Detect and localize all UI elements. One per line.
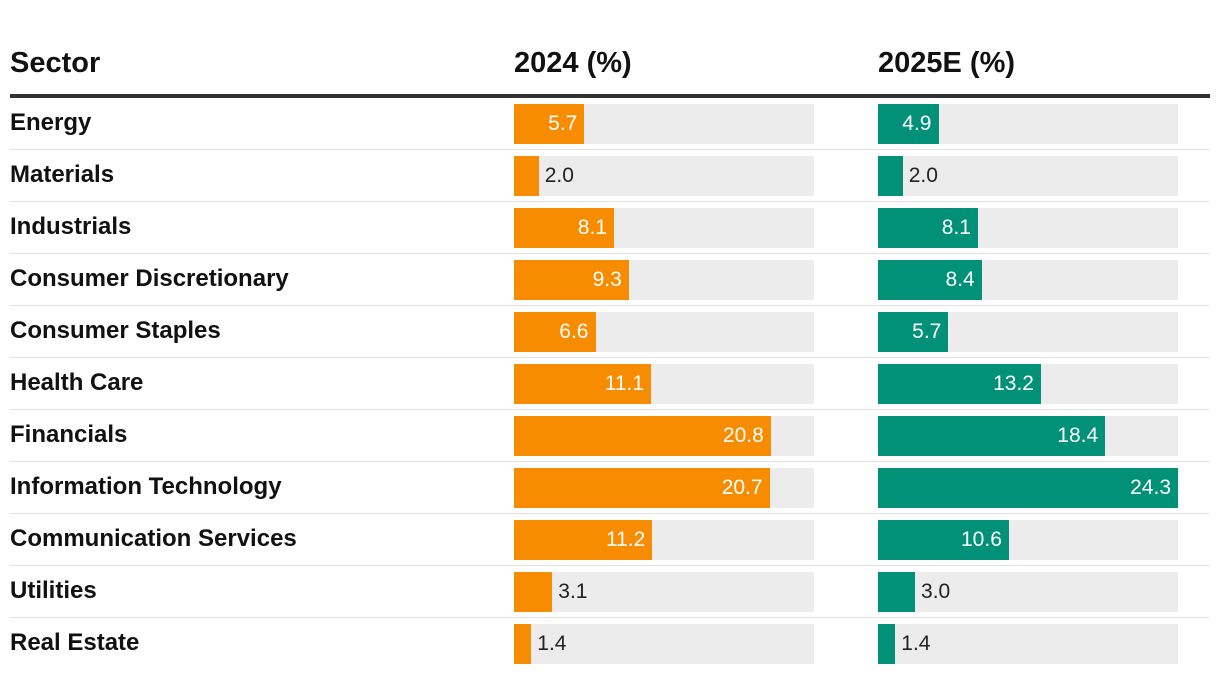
table-row: Energy 5.7 4.9 bbox=[10, 98, 1210, 150]
value-label-2024: 11.2 bbox=[605, 528, 646, 551]
value-label-2024: 20.8 bbox=[722, 424, 764, 447]
bar-2025e-track: 2.0 bbox=[878, 156, 1178, 196]
bar-2025e bbox=[878, 468, 1178, 508]
table-row: Information Technology 20.7 24.3 bbox=[10, 462, 1210, 514]
bar-2024-track: 20.8 bbox=[514, 416, 814, 456]
value-label-2025e: 3.0 bbox=[921, 580, 951, 603]
table-row: Consumer Staples 6.6 5.7 bbox=[10, 306, 1210, 358]
value-label-2025e: 24.3 bbox=[1130, 476, 1171, 499]
bar-2024 bbox=[514, 416, 771, 456]
bar-2024-track: 2.0 bbox=[514, 156, 814, 196]
bar-2024-track: 3.1 bbox=[514, 572, 814, 612]
bar-2025e bbox=[878, 312, 949, 352]
bar-2025e-track: 4.9 bbox=[878, 104, 1178, 144]
bar-2024 bbox=[514, 260, 629, 300]
bar-2024-track: 8.1 bbox=[514, 208, 814, 248]
bar-2024 bbox=[514, 156, 539, 196]
sector-label: Consumer Staples bbox=[10, 317, 221, 344]
bar-2025e bbox=[878, 520, 1009, 560]
table-row: Real Estate 1.4 1.4 bbox=[10, 618, 1210, 670]
bar-2025e-track: 13.2 bbox=[878, 364, 1178, 404]
value-label-2024: 5.7 bbox=[548, 112, 578, 135]
bar-2024 bbox=[514, 520, 653, 560]
sector-label: Materials bbox=[10, 161, 115, 188]
bar-2025e-track: 3.0 bbox=[878, 572, 1178, 612]
table-row: Utilities 3.1 3.0 bbox=[10, 566, 1210, 618]
value-label-2025e: 5.7 bbox=[912, 320, 942, 343]
bar-2025e-track: 5.7 bbox=[878, 312, 1178, 352]
bar-2024 bbox=[514, 364, 651, 404]
table-body: Energy 5.7 4.9 Materials 2.0 2.0 Industrials 8.… bbox=[10, 98, 1210, 670]
bar-2024-track: 11.2 bbox=[514, 520, 814, 560]
table-row: Materials 2.0 2.0 bbox=[10, 150, 1210, 202]
bar-2025e bbox=[878, 364, 1041, 404]
value-label-2025e: 13.2 bbox=[993, 372, 1034, 395]
value-label-2024: 20.7 bbox=[721, 476, 763, 499]
value-label-2024: 6.6 bbox=[559, 320, 589, 343]
value-label-2025e: 18.4 bbox=[1057, 424, 1099, 447]
value-label-2024: 11.1 bbox=[604, 372, 645, 395]
bar-2025e-track: 8.1 bbox=[878, 208, 1178, 248]
value-label-2024: 1.4 bbox=[537, 632, 567, 655]
bar-2025e-track: 8.4 bbox=[878, 260, 1178, 300]
sector-label: Energy bbox=[10, 109, 92, 136]
bar-2025e-track: 24.3 bbox=[878, 468, 1178, 508]
bar-2025e-track: 1.4 bbox=[878, 624, 1178, 664]
sector-label: Financials bbox=[10, 421, 128, 448]
bar-2025e bbox=[878, 208, 978, 248]
bar-2024 bbox=[514, 468, 770, 508]
bar-2024-track: 9.3 bbox=[514, 260, 814, 300]
sector-label: Communication Services bbox=[10, 525, 297, 552]
value-label-2025e: 10.6 bbox=[961, 528, 1002, 551]
bar-2024-track: 11.1 bbox=[514, 364, 814, 404]
table-header: Sector 2024 (%) 2025E (%) bbox=[10, 36, 1210, 98]
table-row: Financials 20.8 18.4 bbox=[10, 410, 1210, 462]
sector-weights-table: Sector 2024 (%) 2025E (%) Energy 5.7 4.9 Ma… bbox=[10, 36, 1210, 670]
bar-2025e bbox=[878, 624, 896, 664]
bar-2024 bbox=[514, 572, 553, 612]
value-label-2024: 8.1 bbox=[577, 216, 607, 239]
table-row: Communication Services 11.2 10.6 bbox=[10, 514, 1210, 566]
bar-2024-track: 1.4 bbox=[514, 624, 814, 664]
bar-2025e-track: 18.4 bbox=[878, 416, 1178, 456]
bar-2024 bbox=[514, 312, 596, 352]
sector-label: Health Care bbox=[10, 369, 144, 396]
header-2024: 2024 (%) bbox=[514, 47, 632, 79]
bar-2024-track: 5.7 bbox=[514, 104, 814, 144]
bar-2024-track: 20.7 bbox=[514, 468, 814, 508]
value-label-2024: 9.3 bbox=[592, 268, 622, 291]
bar-2024 bbox=[514, 104, 585, 144]
sector-label: Industrials bbox=[10, 213, 132, 240]
sector-label: Utilities bbox=[10, 577, 97, 604]
bar-2025e bbox=[878, 572, 915, 612]
bar-2025e-track: 10.6 bbox=[878, 520, 1178, 560]
header-sector: Sector bbox=[10, 47, 101, 79]
value-label-2024: 3.1 bbox=[558, 580, 588, 603]
table-row: Industrials 8.1 8.1 bbox=[10, 202, 1210, 254]
sector-label: Real Estate bbox=[10, 629, 140, 656]
value-label-2025e: 1.4 bbox=[901, 632, 931, 655]
bar-2024 bbox=[514, 624, 532, 664]
table-row: Consumer Discretionary 9.3 8.4 bbox=[10, 254, 1210, 306]
value-label-2025e: 2.0 bbox=[908, 164, 938, 187]
bar-2024 bbox=[514, 208, 614, 248]
sector-label: Consumer Discretionary bbox=[10, 265, 289, 292]
value-label-2024: 2.0 bbox=[544, 164, 574, 187]
bar-2025e bbox=[878, 260, 982, 300]
bar-2025e bbox=[878, 104, 939, 144]
value-label-2025e: 4.9 bbox=[902, 112, 932, 135]
value-label-2025e: 8.4 bbox=[945, 268, 975, 291]
table-row: Health Care 11.1 13.2 bbox=[10, 358, 1210, 410]
value-label-2025e: 8.1 bbox=[941, 216, 971, 239]
sector-label: Information Technology bbox=[10, 473, 282, 500]
bar-2025e bbox=[878, 416, 1106, 456]
header-2025e: 2025E (%) bbox=[878, 47, 1016, 79]
bar-2025e bbox=[878, 156, 903, 196]
bar-2024-track: 6.6 bbox=[514, 312, 814, 352]
